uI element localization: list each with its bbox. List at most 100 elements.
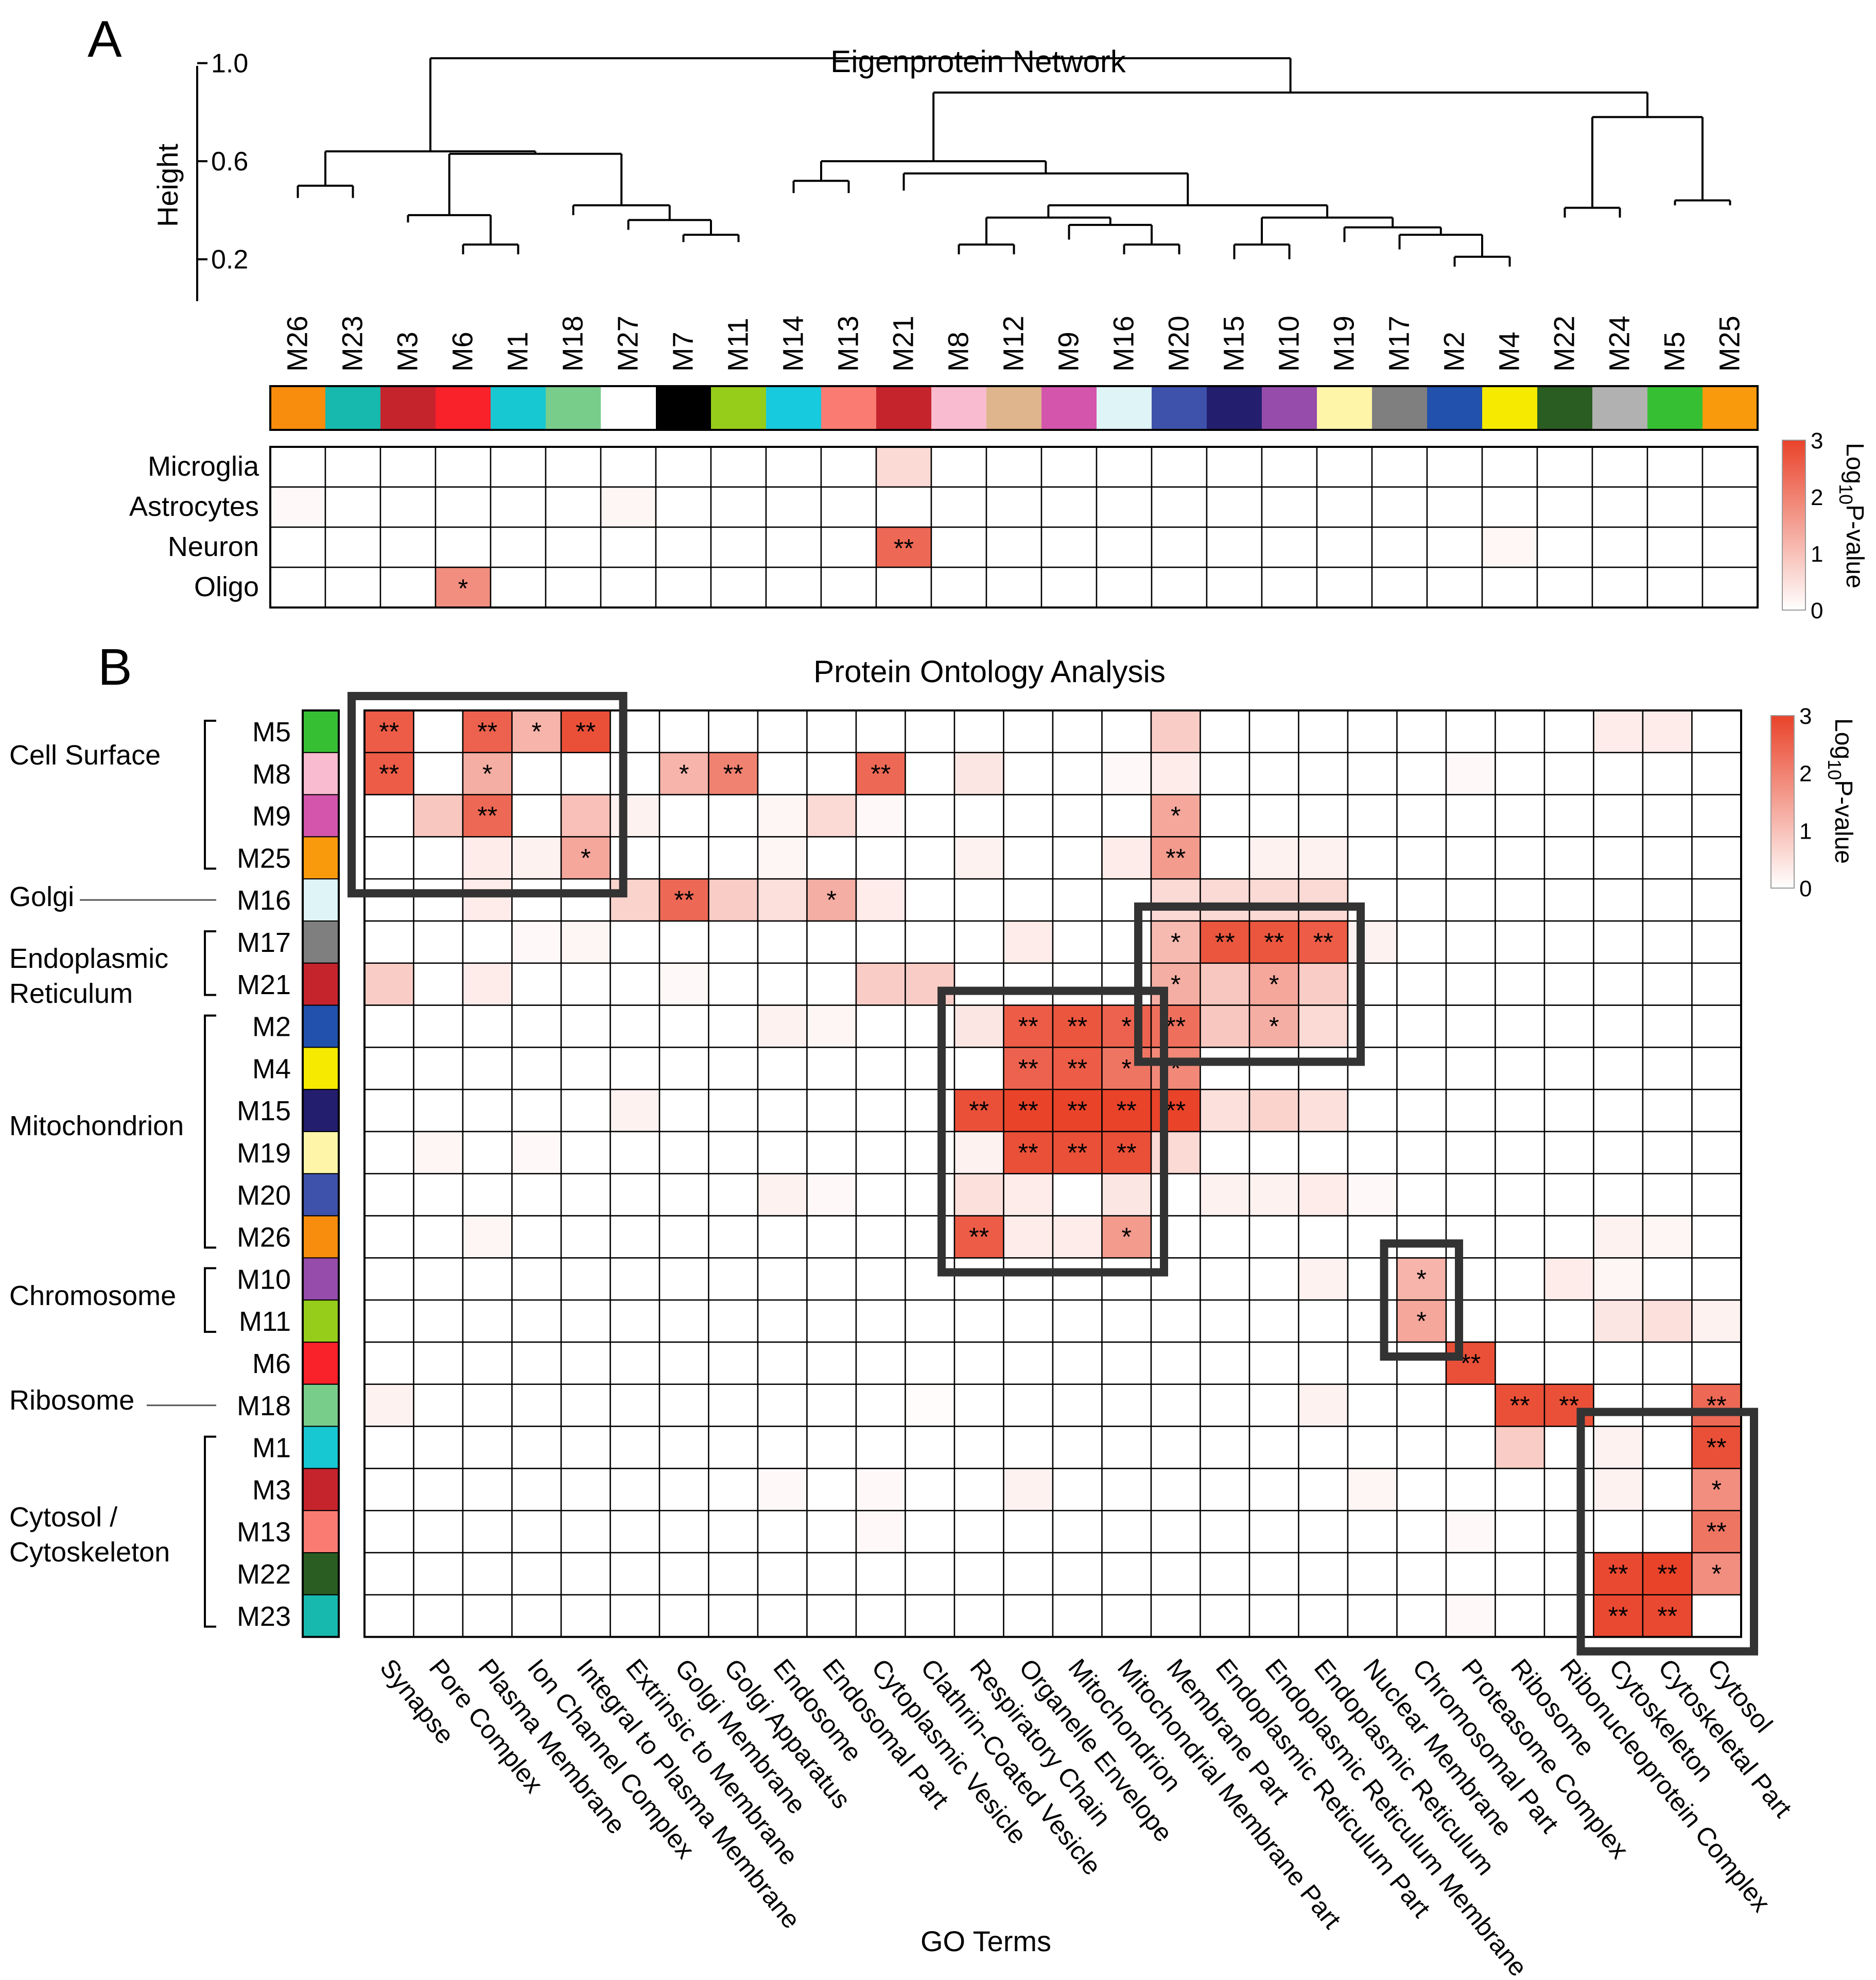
heatmap-b-cell (757, 1088, 808, 1133)
heatmap-a-cell (1151, 446, 1208, 488)
row-color-M9 (302, 794, 339, 838)
heatmap-b-cell (658, 836, 709, 880)
heatmap-b-cell (708, 1552, 759, 1596)
heatmap-a-cell (1591, 526, 1648, 568)
heatmap-b-cell (560, 1004, 611, 1048)
heatmap-b-cell (1543, 1594, 1594, 1638)
row-label-M3: M3 (252, 1474, 291, 1505)
heatmap-b-cell (1347, 1173, 1398, 1217)
heatmap-a-cell (1261, 566, 1318, 609)
row-color-M25 (302, 836, 339, 880)
heatmap-b-cell (953, 1131, 1004, 1175)
row-label-M1: M1 (252, 1433, 291, 1464)
heatmap-b-cell (1003, 1257, 1054, 1301)
heatmap-b-cell (610, 1594, 661, 1638)
heatmap-b-cell (1347, 1509, 1398, 1554)
heatmap-b-cell (1543, 962, 1594, 1006)
heatmap-b-cell (1101, 1552, 1152, 1596)
heatmap-b-cell (1396, 1426, 1447, 1469)
heatmap-b-cell (363, 920, 414, 964)
heatmap-b-cell (1200, 1468, 1250, 1512)
heatmap-a-cell (1481, 566, 1538, 609)
heatmap-a-cell (820, 486, 877, 528)
heatmap-b-cell (1593, 1004, 1644, 1048)
heatmap-a-cell (600, 486, 657, 528)
heatmap-b-cell (905, 1341, 956, 1385)
heatmap-b-cell (1445, 878, 1496, 922)
heatmap-b-cell (1495, 794, 1545, 838)
heatmap-b-cell (806, 709, 857, 754)
row-color-M8 (302, 752, 339, 795)
heatmap-b-cell (806, 1468, 857, 1512)
heatmap-b-cell (953, 1004, 1004, 1048)
significance-mark: * (1122, 1054, 1132, 1083)
module-label-M8: M8 (942, 332, 975, 372)
module-label-M1: M1 (501, 332, 534, 372)
heatmap-b-cell (953, 962, 1004, 1006)
heatmap-b-cell (658, 1341, 709, 1385)
heatmap-b-cell (1642, 1131, 1693, 1175)
heatmap-a-cell (1536, 566, 1593, 609)
heatmap-a-cell (985, 486, 1043, 528)
group-label: Golgi (9, 881, 74, 912)
heatmap-b-cell (658, 1004, 709, 1048)
row-label-M13: M13 (237, 1517, 291, 1548)
colorbar-tick: 2 (1811, 485, 1823, 510)
heatmap-b-cell (610, 1552, 661, 1596)
heatmap-b-cell (1396, 1299, 1447, 1343)
heatmap-b-cell (1347, 1215, 1398, 1259)
heatmap-b-cell (1248, 1426, 1299, 1469)
row-label-M17: M17 (237, 927, 291, 958)
heatmap-b-cell (511, 1088, 562, 1133)
heatmap-b-cell (462, 1173, 513, 1217)
row-label-M6: M6 (252, 1348, 291, 1379)
heatmap-a-cell (1426, 486, 1483, 528)
heatmap-b-cell (1101, 962, 1152, 1006)
heatmap-b-cell (905, 1552, 956, 1596)
heatmap-b-cell (363, 878, 414, 922)
module-color-M24 (1592, 386, 1647, 430)
heatmap-b-cell (1593, 794, 1644, 838)
significance-mark: ** (969, 1096, 989, 1125)
significance-mark: ** (1117, 1096, 1137, 1125)
heatmap-a-cell (930, 446, 987, 488)
row-label-M26: M26 (237, 1222, 291, 1253)
heatmap-b-cell (757, 1426, 808, 1469)
heatmap-b-cell (1396, 1173, 1447, 1217)
significance-mark: ** (1461, 1349, 1481, 1378)
heatmap-b-cell (1445, 1215, 1496, 1259)
module-color-strip-border (269, 385, 1759, 431)
heatmap-b-cell (1691, 878, 1742, 922)
heatmap-b-cell (511, 794, 562, 838)
heatmap-b-cell (953, 1047, 1004, 1090)
row-color-M11 (302, 1299, 339, 1343)
heatmap-a-cell (1206, 566, 1263, 609)
dendrogram-axis-label: Height (151, 144, 184, 227)
heatmap-b-cell (1101, 1383, 1152, 1427)
heatmap-b-cell (1298, 1088, 1349, 1133)
heatmap-b-cell (560, 962, 611, 1006)
heatmap-b-cell (1495, 1594, 1545, 1638)
heatmap-b-cell (1691, 1299, 1742, 1343)
heatmap-b-cell (462, 1468, 513, 1512)
row-color-M19 (302, 1131, 339, 1174)
heatmap-b-cell (905, 794, 956, 838)
colorbar-label-main: Log (1830, 718, 1857, 759)
heatmap-b-cell (1003, 962, 1054, 1006)
heatmap-b-cell (1593, 1509, 1644, 1554)
heatmap-b-cell (1691, 1257, 1742, 1301)
module-label-M23: M23 (336, 316, 369, 372)
heatmap-b-cell (1543, 1131, 1594, 1175)
heatmap-b-cell (1248, 1299, 1299, 1343)
heatmap-a-cell (324, 526, 381, 568)
significance-mark: ** (723, 759, 743, 788)
heatmap-b-cell (1642, 1383, 1693, 1427)
heatmap-b-cell (1495, 709, 1545, 754)
heatmap-b-cell (1445, 1047, 1496, 1090)
heatmap-b-cell (1150, 752, 1201, 795)
heatmap-b-cell (1150, 1552, 1201, 1596)
heatmap-b-cell (1445, 1552, 1496, 1596)
heatmap-b-cell (363, 1383, 414, 1427)
module-color-M4 (1482, 386, 1537, 430)
